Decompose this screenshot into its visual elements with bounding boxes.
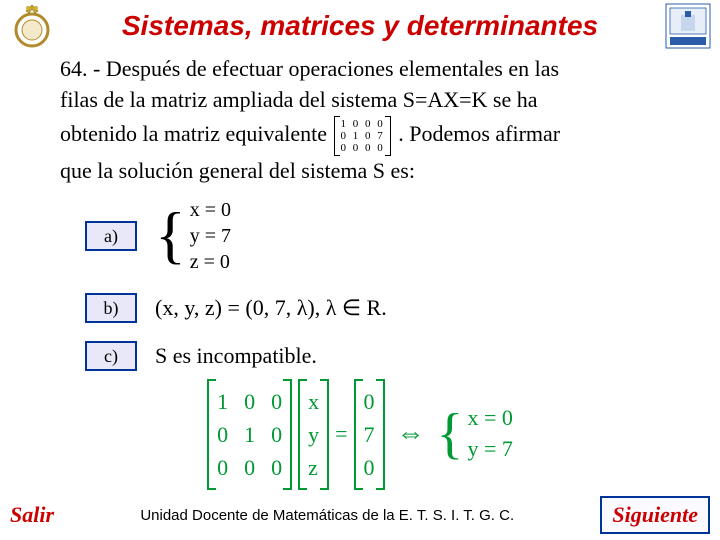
matrix-cell: 0: [365, 130, 373, 142]
option-b-row: b) (x, y, z) = (0, 7, λ), λ ∈ R.: [85, 293, 720, 323]
problem-line2: filas de la matriz ampliada del sistema …: [60, 85, 700, 116]
options-area: a) { x = 0 y = 7 z = 0 b) (x, y, z) = (0…: [0, 187, 720, 371]
solution-eq1: x = 0: [467, 403, 512, 434]
option-a-content: { x = 0 y = 7 z = 0: [155, 197, 231, 275]
matrix-cell: 1: [353, 130, 361, 142]
brace-icon: {: [437, 415, 464, 454]
option-a-eq1: x = 0: [190, 197, 231, 223]
problem-number: 64. -: [60, 56, 100, 81]
matrix-cell: 0: [364, 385, 375, 418]
brace-icon: {: [155, 213, 186, 258]
page-title: Sistemas, matrices y determinantes: [56, 10, 664, 42]
matrix-cell: 0: [271, 385, 282, 418]
solution-eq2: y = 7: [467, 434, 512, 465]
matrix-cell: 1: [244, 418, 255, 451]
matrix-cell: 0: [377, 142, 385, 154]
matrix-cell: 0: [271, 418, 282, 451]
problem-line3a: obtenido la matriz equivalente: [60, 121, 327, 146]
option-a-eq3: z = 0: [190, 249, 231, 275]
next-button-label: Siguiente: [612, 502, 698, 527]
option-c-row: c) S es incompatible.: [85, 341, 720, 371]
option-b-button[interactable]: b): [85, 293, 137, 323]
solution-equals: =: [335, 421, 347, 447]
option-a-button[interactable]: a): [85, 221, 137, 251]
matrix-cell: x: [308, 385, 319, 418]
matrix-cell: 0: [244, 385, 255, 418]
option-a-row: a) { x = 0 y = 7 z = 0: [85, 197, 720, 275]
problem-line4: que la solución general del sistema S es…: [60, 156, 700, 187]
logo-right-university-icon: [664, 2, 712, 50]
solution-matrix-K: 0 7 0: [354, 379, 385, 490]
matrix-cell: 0: [271, 451, 282, 484]
matrix-cell: 0: [353, 142, 361, 154]
matrix-cell: 0: [365, 118, 373, 130]
matrix-cell: 1: [217, 385, 228, 418]
matrix-cell: 1: [340, 118, 348, 130]
option-c-button[interactable]: c): [85, 341, 137, 371]
problem-line1: Después de efectuar operaciones elementa…: [106, 56, 559, 81]
augmented-matrix: 1 0 0 0 0 1 0 7 0 0 0 0: [334, 116, 390, 156]
solution-display: 100 010 000 x y z = 0 7 0 ⇔ { x = 0 y = …: [0, 379, 720, 490]
matrix-cell: 0: [340, 130, 348, 142]
header: Sistemas, matrices y determinantes: [0, 0, 720, 50]
footer: Salir Unidad Docente de Matemáticas de l…: [0, 496, 720, 534]
matrix-cell: 0: [364, 451, 375, 484]
matrix-cell: y: [308, 418, 319, 451]
matrix-cell: 7: [364, 418, 375, 451]
matrix-cell: 0: [217, 418, 228, 451]
problem-line3b: . Podemos afirmar: [398, 121, 560, 146]
matrix-cell: 0: [217, 451, 228, 484]
solution-matrix-A: 100 010 000: [207, 379, 292, 490]
logo-left-emblem-icon: [8, 2, 56, 50]
matrix-cell: 0: [365, 142, 373, 154]
matrix-cell: 0: [353, 118, 361, 130]
matrix-cell: 0: [244, 451, 255, 484]
option-a-eq2: y = 7: [190, 223, 231, 249]
matrix-cell: 0: [340, 142, 348, 154]
option-b-content: (x, y, z) = (0, 7, λ), λ ∈ R.: [155, 295, 387, 321]
matrix-cell: 0: [377, 118, 385, 130]
exit-link[interactable]: Salir: [10, 502, 54, 528]
matrix-cell: 7: [377, 130, 385, 142]
solution-system: { x = 0 y = 7: [437, 403, 513, 465]
matrix-cell: z: [308, 451, 318, 484]
option-c-content: S es incompatible.: [155, 343, 317, 369]
next-button[interactable]: Siguiente: [600, 496, 710, 534]
footer-caption: Unidad Docente de Matemáticas de la E. T…: [140, 507, 514, 524]
equiv-symbol: ⇔: [397, 418, 425, 450]
problem-statement: 64. - Después de efectuar operaciones el…: [0, 50, 720, 187]
solution-matrix-X: x y z: [298, 379, 329, 490]
